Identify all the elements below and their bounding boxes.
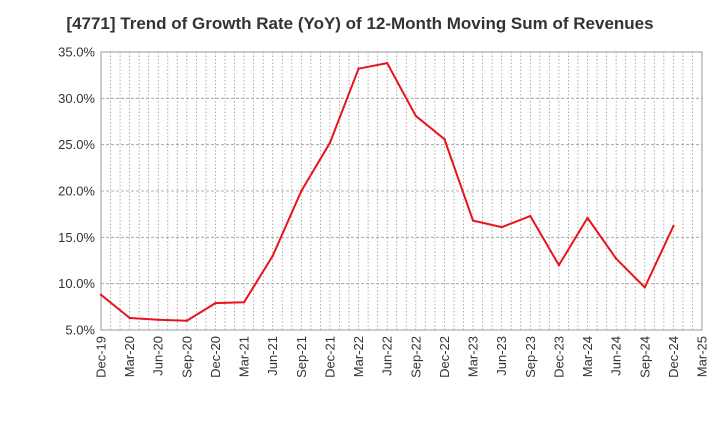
y-tick-label: 25.0% — [58, 137, 95, 152]
x-tick-label: Mar-20 — [122, 336, 137, 377]
plot-frame — [100, 51, 703, 331]
data-point — [557, 263, 561, 267]
x-tick-label: Mar-25 — [695, 336, 710, 377]
data-point — [128, 316, 131, 320]
data-point — [271, 254, 274, 258]
y-tick-label: 20.0% — [58, 184, 95, 199]
x-tick-label: Sep-20 — [179, 336, 194, 378]
x-tick-label: Dec-24 — [666, 336, 681, 378]
x-tick-label: Jun-22 — [380, 336, 395, 376]
data-point — [385, 61, 389, 65]
data-point — [500, 225, 503, 229]
data-point — [672, 225, 675, 228]
data-point — [529, 214, 532, 218]
x-tick-label: Dec-19 — [94, 336, 109, 378]
data-point — [214, 301, 217, 305]
x-tick-label: Dec-23 — [551, 336, 566, 378]
x-tick-label: Sep-23 — [523, 336, 538, 378]
x-tick-label: Dec-21 — [322, 336, 337, 378]
x-tick-label: Sep-21 — [294, 336, 309, 378]
x-tick-label: Jun-24 — [609, 336, 624, 376]
x-tick-label: Sep-22 — [408, 336, 423, 378]
data-point — [471, 219, 475, 222]
data-point — [300, 189, 303, 193]
data-point — [157, 318, 160, 322]
chart-title: [4771] Trend of Growth Rate (YoY) of 12-… — [66, 14, 654, 33]
y-axis-tick-labels: 5.0% 10.0% 15.0% 20.0% 25.0% 30.0% 35.0% — [58, 45, 95, 338]
x-tick-label: Jun-23 — [494, 336, 509, 376]
x-tick-label: Dec-20 — [208, 336, 223, 378]
y-tick-label: 15.0% — [58, 230, 95, 245]
x-tick-label: Mar-23 — [466, 336, 481, 377]
data-point — [242, 301, 246, 304]
x-tick-label: Mar-22 — [351, 336, 366, 377]
x-axis-tick-labels: Dec-19 Mar-20 Jun-20 Sep-20 Dec-20 Mar-21 Jun-… — [94, 336, 710, 378]
y-tick-label: 10.0% — [58, 276, 95, 291]
data-point — [586, 216, 589, 220]
data-point — [643, 286, 646, 289]
x-tick-label: Mar-24 — [580, 336, 595, 377]
x-tick-label: Sep-24 — [637, 336, 652, 378]
data-point — [328, 141, 332, 145]
data-point — [414, 114, 418, 118]
x-tick-label: Jun-21 — [265, 336, 280, 376]
y-tick-label: 5.0% — [65, 323, 95, 338]
x-tick-label: Jun-20 — [151, 336, 166, 376]
x-tick-label: Dec-22 — [437, 336, 452, 378]
y-tick-label: 35.0% — [58, 45, 95, 60]
data-point — [614, 257, 618, 260]
data-point — [185, 319, 189, 322]
y-tick-label: 30.0% — [58, 91, 95, 106]
series-layer — [99, 61, 675, 322]
x-tick-label: Mar-21 — [237, 336, 252, 377]
data-point — [99, 293, 103, 296]
data-point — [357, 67, 360, 70]
grid-lines — [101, 52, 702, 330]
data-point — [443, 137, 446, 141]
